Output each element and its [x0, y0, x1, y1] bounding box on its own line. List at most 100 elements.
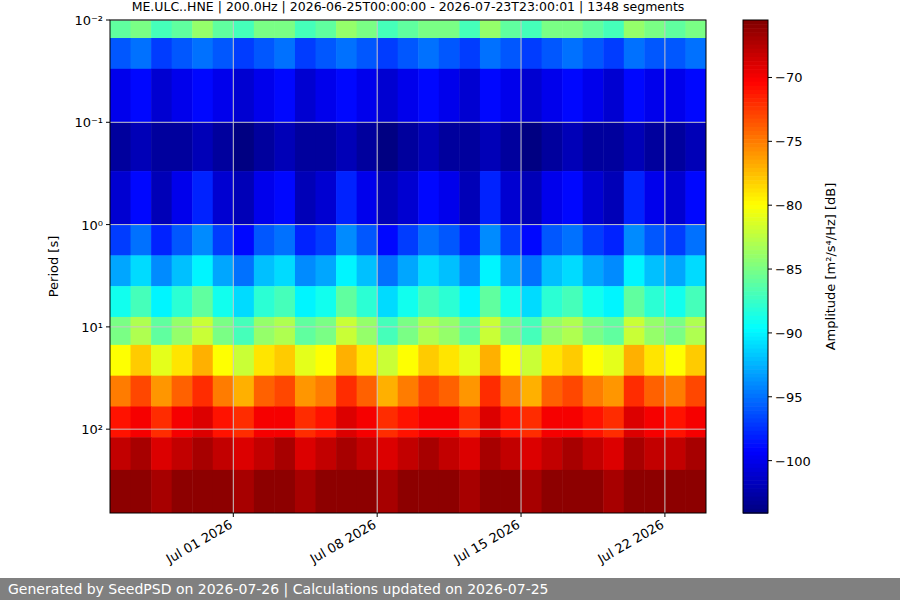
colorbar-step	[743, 267, 768, 272]
cell	[521, 470, 542, 513]
colorbar-step	[743, 435, 768, 440]
cell	[583, 345, 604, 376]
colorbar-step	[743, 316, 768, 321]
cell	[665, 437, 686, 470]
colorbar-step	[743, 419, 768, 424]
colorbar-step	[743, 188, 768, 193]
cell	[192, 470, 213, 513]
colorbar-tick-label: −70	[775, 70, 802, 85]
colorbar-step	[743, 127, 768, 132]
colorbar-step	[743, 139, 768, 144]
cell	[603, 122, 624, 171]
cell	[110, 20, 131, 39]
colorbar-step	[743, 340, 768, 345]
cell	[110, 470, 131, 513]
cell	[603, 376, 624, 407]
cell	[377, 122, 398, 171]
cell	[316, 317, 337, 345]
cell	[542, 345, 563, 376]
cell	[624, 286, 645, 317]
cell	[316, 376, 337, 407]
cell	[295, 437, 316, 470]
cell	[274, 470, 295, 513]
cell	[254, 437, 275, 470]
colorbar-step	[743, 106, 768, 111]
cell	[624, 345, 645, 376]
cell	[398, 171, 419, 225]
colorbar-step	[743, 295, 768, 300]
cell	[274, 225, 295, 256]
cell	[665, 225, 686, 256]
cell	[213, 122, 234, 171]
colorbar-step	[743, 320, 768, 325]
cell	[274, 255, 295, 286]
cell	[398, 38, 419, 69]
colorbar-step	[743, 353, 768, 358]
colorbar-step	[743, 225, 768, 230]
cell	[644, 286, 665, 317]
cell	[521, 225, 542, 256]
cell	[192, 286, 213, 317]
cell	[459, 317, 480, 345]
cell	[685, 69, 706, 123]
colorbar-step	[743, 328, 768, 333]
colorbar-step	[743, 287, 768, 292]
cell	[418, 470, 439, 513]
colorbar-step	[743, 151, 768, 156]
cell	[131, 38, 152, 69]
colorbar-step	[743, 308, 768, 313]
cell	[521, 286, 542, 317]
x-tick	[377, 513, 378, 517]
cell	[172, 255, 193, 286]
cell	[685, 38, 706, 69]
cell	[172, 376, 193, 407]
cell	[233, 20, 254, 39]
cell	[377, 376, 398, 407]
cell	[357, 470, 378, 513]
cell	[665, 470, 686, 513]
colorbar-step	[743, 349, 768, 354]
colorbar-step	[743, 28, 768, 33]
cell	[398, 69, 419, 123]
colorbar-step	[743, 492, 768, 497]
cell	[316, 470, 337, 513]
cell	[583, 20, 604, 39]
cell	[151, 286, 172, 317]
cell	[274, 437, 295, 470]
colorbar-step	[743, 98, 768, 103]
cell	[377, 225, 398, 256]
cell	[336, 376, 357, 407]
cell	[377, 69, 398, 123]
cell	[542, 255, 563, 286]
cell	[110, 376, 131, 407]
cell	[624, 376, 645, 407]
cell	[254, 122, 275, 171]
colorbar-step	[743, 497, 768, 502]
colorbar-step	[743, 78, 768, 83]
cell	[459, 470, 480, 513]
cell	[213, 38, 234, 69]
cell	[336, 171, 357, 225]
cell	[110, 345, 131, 376]
cell	[398, 317, 419, 345]
cell	[295, 225, 316, 256]
cell	[418, 225, 439, 256]
y-tick-label: 10¹	[81, 320, 103, 335]
cell	[254, 69, 275, 123]
cell	[603, 20, 624, 39]
cell	[274, 20, 295, 39]
cell	[439, 225, 460, 256]
cell	[192, 437, 213, 470]
cell	[418, 69, 439, 123]
y-tick-label: 10⁻²	[74, 13, 103, 28]
cell	[418, 20, 439, 39]
cell	[459, 406, 480, 437]
cell	[398, 225, 419, 256]
colorbar-step	[743, 123, 768, 128]
colorbar-step	[743, 431, 768, 436]
cell	[233, 470, 254, 513]
cell	[644, 437, 665, 470]
cell	[562, 470, 583, 513]
cell	[357, 286, 378, 317]
cell	[295, 20, 316, 39]
